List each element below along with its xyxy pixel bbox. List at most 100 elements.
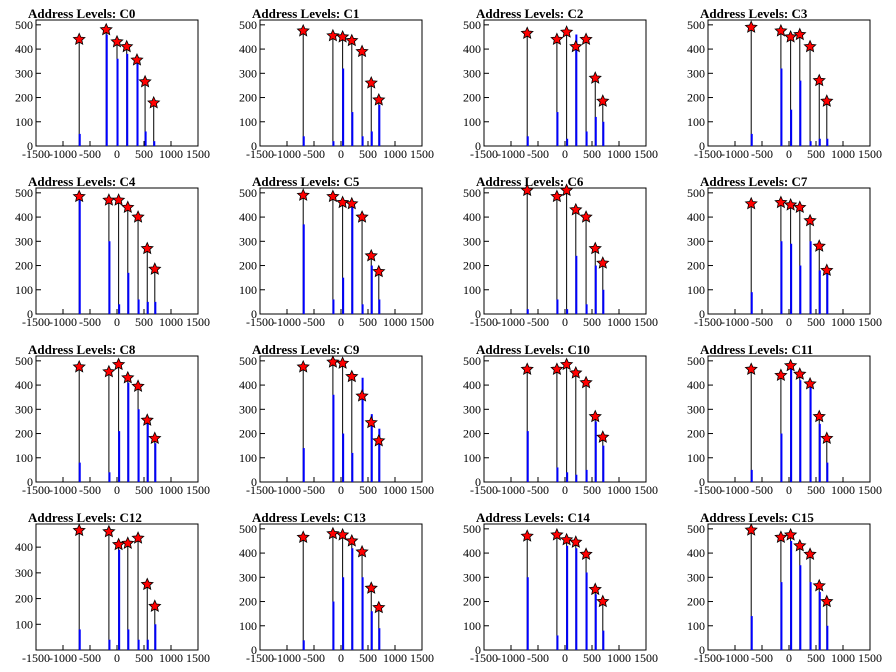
x-tick-label: 1000: [383, 651, 407, 665]
y-tick-label: 300: [463, 234, 481, 248]
star-marker-icon: [812, 578, 826, 592]
y-tick-label: 300: [687, 570, 705, 584]
x-tick-label: 1500: [634, 651, 658, 665]
y-tick-label: 100: [463, 115, 481, 129]
y-tick-label: 400: [239, 546, 257, 560]
star-marker-icon: [520, 362, 534, 375]
star-marker-icon: [793, 538, 807, 552]
y-tick-label: 400: [239, 378, 257, 392]
chart-panel-13: Address Levels: C13 0 100 200 300 400 500 -1500…: [239, 510, 434, 665]
star-marker-icon: [793, 200, 807, 214]
y-tick-label: 400: [15, 540, 33, 554]
plot-frame: [483, 19, 647, 147]
y-tick-label: 100: [687, 451, 705, 465]
x-tick-label: 500: [135, 651, 153, 665]
x-tick-label: -1500: [694, 483, 722, 497]
star-marker-icon: [820, 263, 834, 277]
star-marker-icon: [121, 200, 135, 214]
y-tick-label: 300: [463, 402, 481, 416]
star-marker-icon: [345, 533, 359, 547]
chart-title: Address Levels: C1: [252, 6, 359, 21]
y-tick-label: 0: [475, 139, 481, 153]
star-marker-icon: [131, 210, 145, 223]
y-tick-label: 200: [239, 427, 257, 441]
star-marker-icon: [335, 195, 350, 209]
star-marker-icon: [820, 594, 834, 608]
chart-panel-10: Address Levels: C10 0 100 200 300 400 500 -1500…: [463, 342, 658, 497]
star-marker-icon: [520, 529, 534, 542]
star-marker-icon: [140, 413, 154, 426]
y-tick-label: 100: [239, 619, 257, 633]
x-tick-label: -1000: [273, 483, 301, 497]
chart-title: Address Levels: C6: [476, 174, 584, 189]
plot-frame: [35, 187, 199, 315]
y-tick-label: 500: [239, 18, 257, 32]
chart-panel-8: Address Levels: C80100200300400500-1500-…: [15, 342, 210, 497]
y-tick-label: 100: [15, 115, 33, 129]
x-tick-label: 1000: [383, 315, 407, 329]
y-tick-label: 300: [239, 570, 257, 584]
star-marker-icon: [803, 547, 817, 560]
x-tick-label: 0: [786, 147, 792, 161]
x-tick-label: -500: [79, 147, 101, 161]
x-tick-label: 1500: [858, 651, 882, 665]
star-marker-icon: [99, 22, 113, 36]
y-tick-label: 100: [239, 451, 257, 465]
y-tick-label: 0: [27, 139, 33, 153]
y-tick-label: 400: [687, 378, 705, 392]
x-tick-label: 0: [114, 651, 120, 665]
y-tick-label: 200: [239, 259, 257, 273]
y-tick-label: 200: [463, 427, 481, 441]
star-marker-icon: [588, 241, 602, 255]
y-tick-label: 200: [687, 91, 705, 105]
x-tick-label: -1500: [246, 315, 274, 329]
x-tick-label: -1000: [49, 315, 77, 329]
x-tick-label: 0: [114, 147, 120, 161]
star-marker-icon: [774, 368, 788, 382]
y-tick-label: 400: [463, 42, 481, 56]
star-marker-icon: [803, 376, 817, 390]
x-tick-label: 500: [359, 483, 377, 497]
y-tick-label: 400: [239, 210, 257, 224]
y-tick-label: 0: [27, 475, 33, 489]
x-tick-label: 1000: [607, 147, 631, 161]
x-tick-label: -1000: [497, 315, 525, 329]
x-tick-label: 1000: [607, 315, 631, 329]
chart-panel-6: Address Levels: C60100200300400500-1500-…: [463, 174, 658, 329]
y-tick-label: 400: [687, 42, 705, 56]
x-tick-label: -1000: [49, 147, 77, 161]
star-marker-icon: [744, 196, 758, 210]
plot-frame: [707, 523, 871, 651]
star-marker-icon: [588, 582, 602, 596]
star-marker-icon: [72, 523, 86, 537]
x-tick-label: -500: [751, 147, 773, 161]
x-tick-label: 0: [786, 315, 792, 329]
chart-panel-15: Address Levels: C15 0 100 200 300 400 500 -1500…: [687, 510, 882, 665]
x-tick-label: 0: [338, 147, 344, 161]
star-marker-icon: [793, 27, 807, 41]
chart-title: Address Levels: C2: [476, 6, 583, 21]
x-tick-label: -500: [751, 651, 773, 665]
y-tick-label: 500: [463, 522, 481, 536]
y-tick-label: 500: [15, 186, 33, 200]
star-marker-icon: [559, 532, 574, 546]
x-tick-label: 1000: [383, 483, 407, 497]
chart-title: Address Levels: C9: [252, 342, 360, 357]
y-tick-label: 400: [463, 378, 481, 392]
x-tick-label: 0: [562, 651, 568, 665]
chart-title: Address Levels: C4: [28, 174, 136, 189]
chart-title: Address Levels: C0: [28, 6, 135, 21]
star-marker-icon: [783, 527, 798, 541]
x-tick-label: -500: [751, 315, 773, 329]
chart-title: Address Levels: C8: [28, 342, 136, 357]
y-tick-label: 400: [463, 546, 481, 560]
y-tick-label: 0: [699, 139, 705, 153]
x-tick-label: -1500: [246, 483, 274, 497]
x-tick-label: -1000: [721, 651, 749, 665]
x-tick-label: 1000: [159, 483, 183, 497]
y-tick-label: 200: [239, 91, 257, 105]
x-tick-label: 0: [562, 315, 568, 329]
star-marker-icon: [812, 73, 826, 87]
y-tick-label: 500: [239, 186, 257, 200]
x-tick-label: 0: [562, 483, 568, 497]
